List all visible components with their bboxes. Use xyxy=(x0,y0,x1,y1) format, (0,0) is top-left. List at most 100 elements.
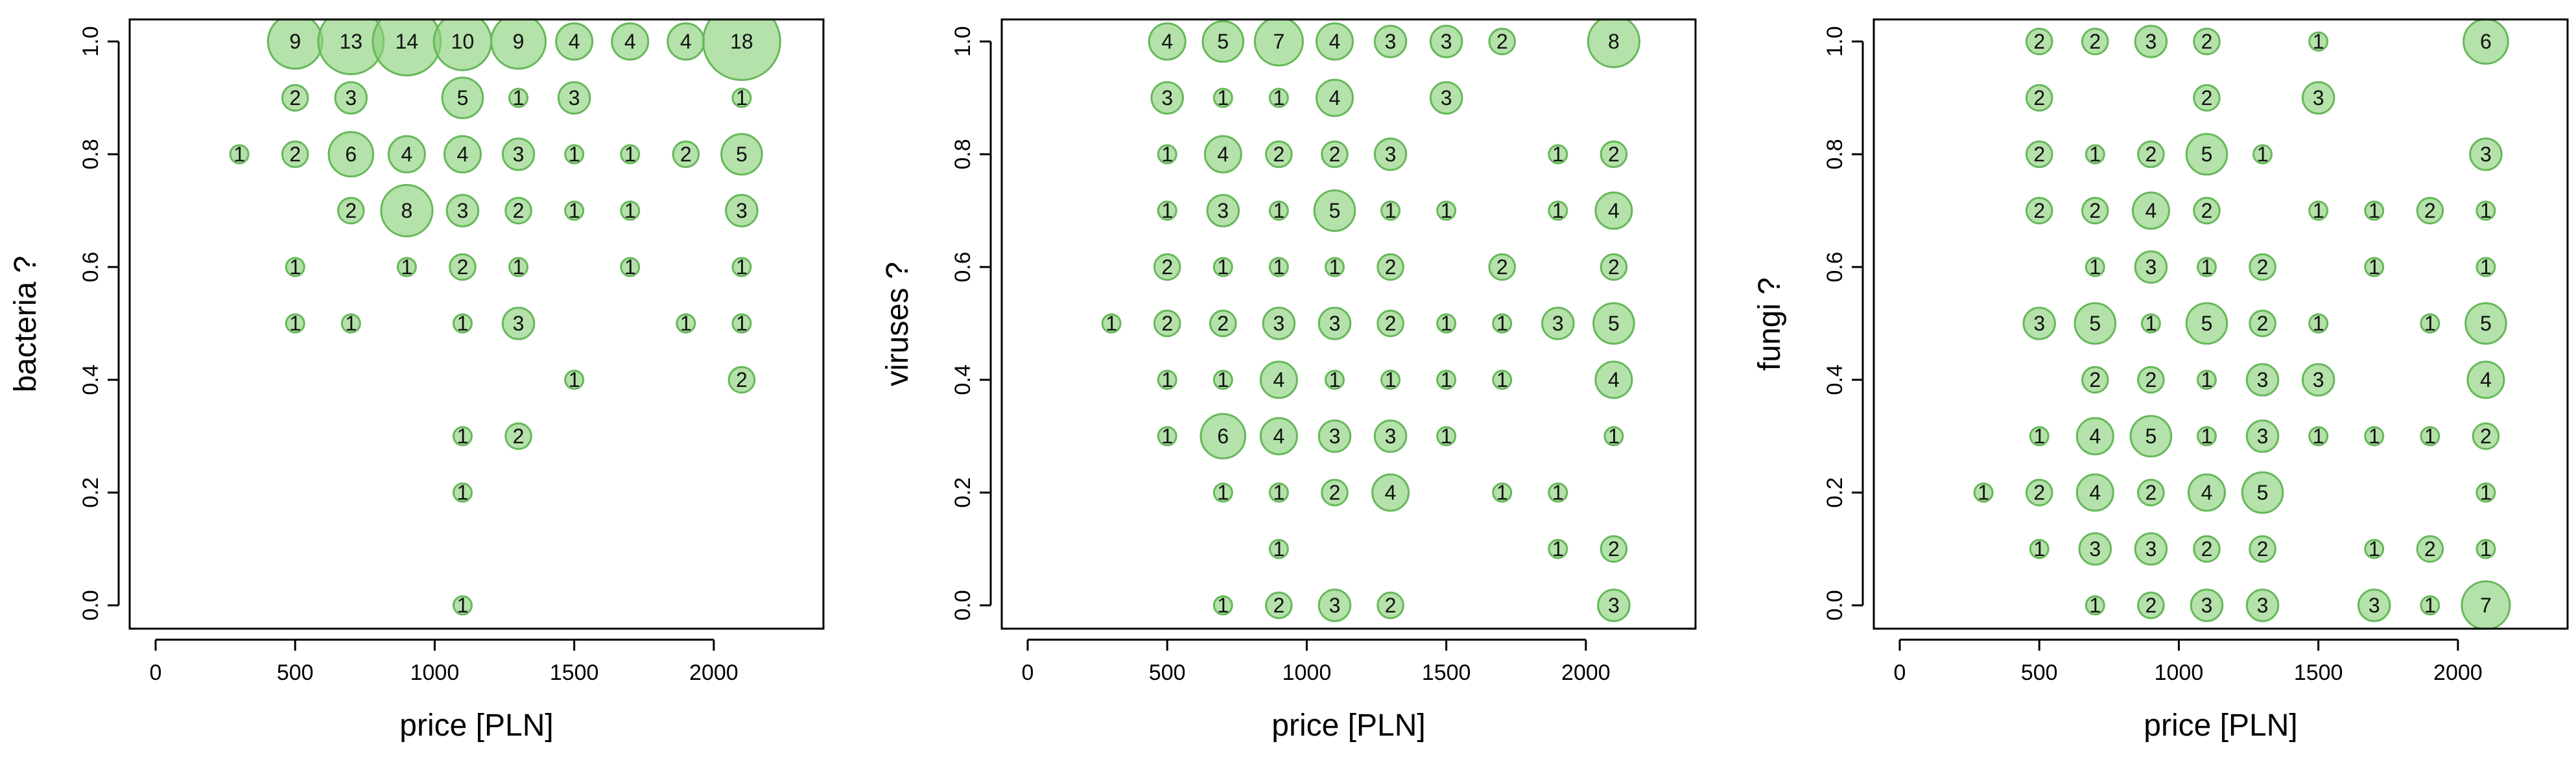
bubble-count-label: 1 xyxy=(1105,312,1117,335)
bubble-layer xyxy=(229,19,781,616)
bubble-count-label: 1 xyxy=(2089,255,2101,279)
bubble-count-label: 10 xyxy=(451,30,475,53)
x-tick-label: 1500 xyxy=(2294,660,2343,685)
bubble-count-label: 2 xyxy=(2257,312,2269,335)
bubble-count-label: 4 xyxy=(1608,199,1620,222)
y-tick-label: 0.6 xyxy=(1823,251,1847,282)
bubble xyxy=(2134,532,2168,566)
bubble-count-label: 13 xyxy=(340,30,363,53)
bubble-count-label: 2 xyxy=(2201,199,2213,222)
bubble xyxy=(2085,595,2105,616)
bubble xyxy=(2249,309,2276,338)
bubble xyxy=(1436,426,1457,447)
bubble xyxy=(1597,588,1631,622)
bubble-count-label: 5 xyxy=(1329,199,1341,222)
bubble-count-label: 1 xyxy=(569,143,580,166)
bubble-count-label: 1 xyxy=(2480,199,2492,222)
bubble xyxy=(2476,200,2496,221)
bubble xyxy=(508,257,529,277)
bubble xyxy=(1324,369,1345,390)
x-tick-label: 2000 xyxy=(2433,660,2483,685)
y-tick-label: 0.4 xyxy=(1823,364,1847,395)
y-tick-label: 0.8 xyxy=(951,139,975,169)
bubble xyxy=(1212,369,1233,390)
bubble xyxy=(1321,478,1349,507)
bubble-layer xyxy=(1973,19,2511,629)
bubble xyxy=(2364,426,2385,447)
bubble xyxy=(334,81,368,115)
bubble xyxy=(2466,360,2505,399)
bubble-count-label: 3 xyxy=(1385,425,1397,448)
bubble-count-label: 1 xyxy=(1217,368,1229,391)
bubble-count-label: 1 xyxy=(513,255,525,279)
bubble xyxy=(1548,144,1568,165)
bubble xyxy=(731,87,752,108)
bubble xyxy=(1212,87,1233,108)
bubble-count-label: 8 xyxy=(401,199,412,222)
bubble xyxy=(2416,196,2444,225)
bubble-count-label: 3 xyxy=(569,86,580,110)
bubble-count-label: 1 xyxy=(1385,199,1397,222)
bubble xyxy=(1148,22,1187,61)
bubble xyxy=(620,144,641,165)
bubble xyxy=(1973,482,1994,503)
bubble xyxy=(1313,189,1356,232)
bubble-count-label: 4 xyxy=(2201,481,2213,504)
bubble-count-label: 8 xyxy=(1608,30,1620,53)
bubble xyxy=(1318,588,1352,622)
y-tick-label: 1.0 xyxy=(1823,26,1847,56)
bubble xyxy=(2476,482,2496,503)
bubble xyxy=(1488,27,1517,56)
bubble xyxy=(564,200,585,221)
bubble-count-label: 2 xyxy=(2145,481,2157,504)
bubble-count-label: 2 xyxy=(289,143,301,166)
x-tick-label: 500 xyxy=(1149,660,1186,685)
bubble-count-label: 2 xyxy=(680,143,692,166)
bubble-count-label: 1 xyxy=(1273,537,1284,561)
x-axis-label: price [PLN] xyxy=(2144,708,2297,743)
bubble-count-label: 1 xyxy=(1273,481,1284,504)
bubble-count-label: 2 xyxy=(2424,199,2436,222)
bubble xyxy=(2074,302,2117,345)
bubble xyxy=(1203,135,1242,174)
bubble-count-label: 6 xyxy=(345,143,357,166)
bubble xyxy=(1268,539,1289,559)
bubble-count-label: 9 xyxy=(513,30,525,53)
bubble-count-label: 1 xyxy=(2369,425,2380,448)
bubble-count-label: 3 xyxy=(2145,537,2157,561)
bubble xyxy=(557,81,591,115)
bubble xyxy=(1594,360,1633,399)
bubble-count-label: 1 xyxy=(2480,537,2492,561)
bubble xyxy=(2308,200,2329,221)
bubble-count-label: 3 xyxy=(1385,143,1397,166)
bubble-count-label: 2 xyxy=(2033,86,2045,110)
bubble xyxy=(1318,307,1352,340)
bubble xyxy=(501,307,536,340)
bubble xyxy=(501,137,536,171)
bubble xyxy=(1600,535,1628,563)
bubble xyxy=(2464,302,2507,345)
bubble-count-label: 1 xyxy=(1273,199,1284,222)
bubble-count-label: 3 xyxy=(2257,425,2269,448)
bubble-count-label: 1 xyxy=(1552,143,1564,166)
bubble xyxy=(229,144,250,165)
x-tick-label: 500 xyxy=(2021,660,2058,685)
bubble-count-label: 5 xyxy=(1217,30,1229,53)
bubble-count-label: 1 xyxy=(233,143,245,166)
bubble xyxy=(702,19,781,81)
bubble xyxy=(564,369,585,390)
bubble-count-label: 2 xyxy=(2089,30,2101,53)
bubble xyxy=(2134,25,2168,58)
bubble-count-label: 3 xyxy=(2313,368,2324,391)
bubble xyxy=(2134,250,2168,284)
bubble xyxy=(1101,313,1122,334)
bubble xyxy=(396,257,417,277)
x-axis-label: price [PLN] xyxy=(399,708,553,743)
bubble xyxy=(2085,144,2105,165)
y-tick-label: 0.4 xyxy=(951,364,975,395)
bubble-count-label: 7 xyxy=(2480,594,2492,617)
bubble-count-label: 3 xyxy=(2369,594,2380,617)
bubble xyxy=(449,253,477,281)
bubble-count-label: 1 xyxy=(569,199,580,222)
bubble xyxy=(672,140,700,169)
